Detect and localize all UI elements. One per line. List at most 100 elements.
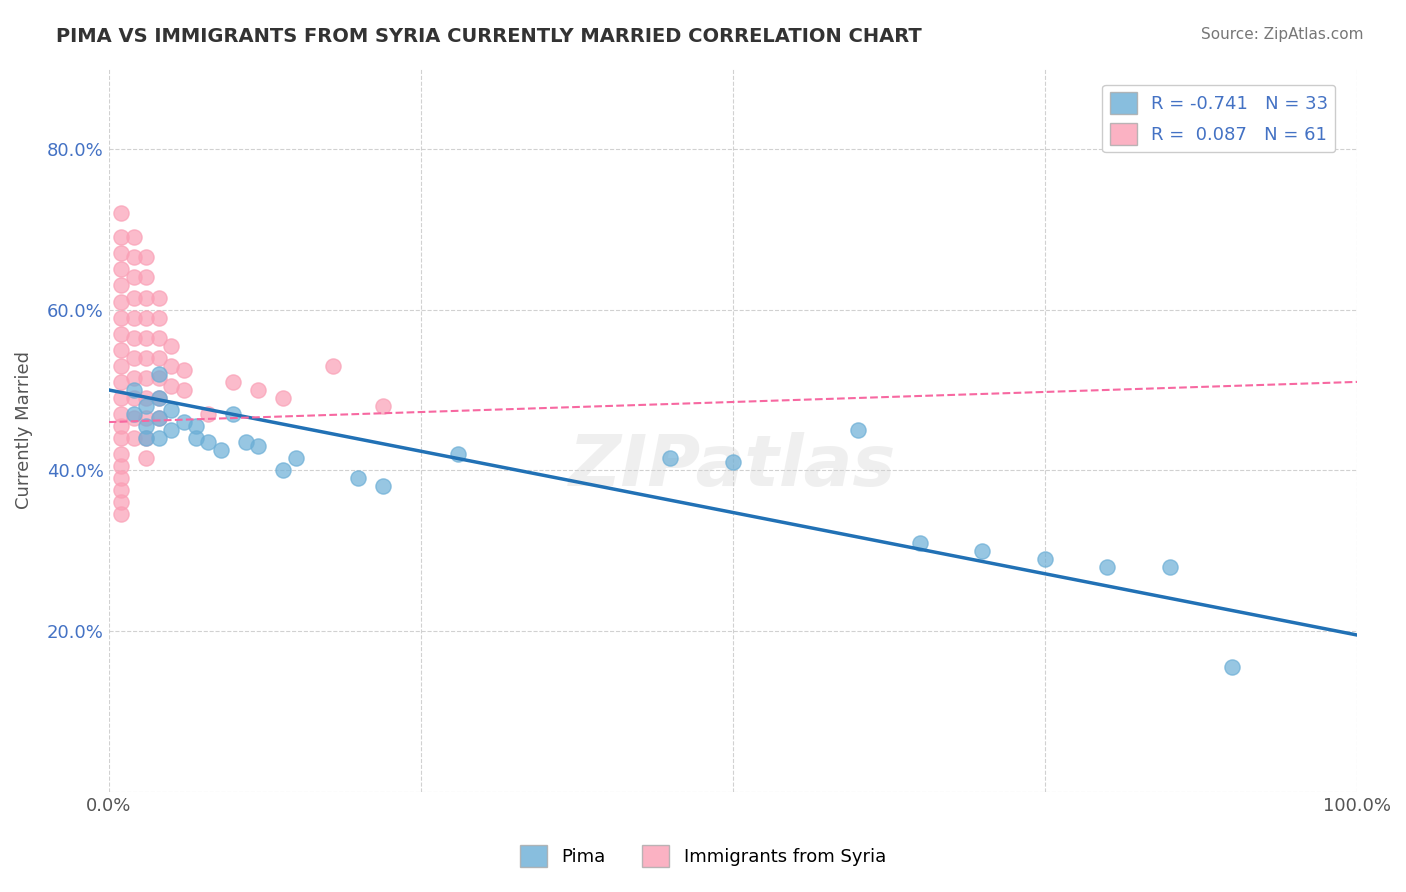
Point	[247, 439, 270, 453]
Point	[148, 351, 170, 365]
Point	[135, 431, 157, 445]
Point	[721, 455, 744, 469]
Point	[209, 443, 232, 458]
Point	[110, 262, 132, 277]
Point	[148, 391, 170, 405]
Point	[322, 359, 344, 373]
Legend: Pima, Immigrants from Syria: Pima, Immigrants from Syria	[513, 838, 893, 874]
Point	[135, 331, 157, 345]
Point	[373, 479, 395, 493]
Point	[135, 419, 157, 434]
Point	[122, 291, 145, 305]
Point	[197, 435, 219, 450]
Point	[148, 411, 170, 425]
Point	[122, 383, 145, 397]
Point	[110, 310, 132, 325]
Point	[284, 451, 307, 466]
Point	[122, 391, 145, 405]
Point	[160, 359, 183, 373]
Point	[273, 463, 295, 477]
Point	[135, 251, 157, 265]
Point	[347, 471, 370, 485]
Point	[122, 407, 145, 421]
Point	[160, 403, 183, 417]
Point	[135, 451, 157, 466]
Point	[122, 371, 145, 385]
Point	[184, 419, 207, 434]
Legend: R = -0.741   N = 33, R =  0.087   N = 61: R = -0.741 N = 33, R = 0.087 N = 61	[1102, 85, 1336, 153]
Point	[135, 411, 157, 425]
Point	[110, 343, 132, 357]
Point	[222, 407, 245, 421]
Point	[273, 391, 295, 405]
Point	[135, 310, 157, 325]
Point	[135, 399, 157, 413]
Point	[110, 459, 132, 474]
Point	[173, 363, 195, 377]
Point	[148, 367, 170, 381]
Point	[235, 435, 257, 450]
Point	[110, 278, 132, 293]
Point	[110, 407, 132, 421]
Point	[148, 411, 170, 425]
Point	[846, 423, 869, 437]
Point	[110, 391, 132, 405]
Point	[122, 230, 145, 244]
Point	[247, 383, 270, 397]
Point	[148, 291, 170, 305]
Point	[222, 375, 245, 389]
Point	[110, 246, 132, 260]
Point	[110, 294, 132, 309]
Point	[110, 206, 132, 220]
Point	[447, 447, 470, 461]
Point	[110, 419, 132, 434]
Point	[197, 407, 219, 421]
Point	[1159, 559, 1181, 574]
Point	[110, 326, 132, 341]
Point	[110, 359, 132, 373]
Point	[110, 431, 132, 445]
Point	[184, 431, 207, 445]
Point	[1033, 551, 1056, 566]
Point	[110, 495, 132, 509]
Point	[110, 230, 132, 244]
Point	[148, 331, 170, 345]
Point	[135, 270, 157, 285]
Point	[135, 391, 157, 405]
Point	[122, 310, 145, 325]
Point	[173, 415, 195, 429]
Point	[160, 379, 183, 393]
Point	[110, 447, 132, 461]
Point	[148, 310, 170, 325]
Point	[122, 431, 145, 445]
Point	[173, 383, 195, 397]
Point	[135, 291, 157, 305]
Point	[122, 270, 145, 285]
Point	[908, 535, 931, 549]
Point	[160, 339, 183, 353]
Point	[122, 411, 145, 425]
Point	[122, 331, 145, 345]
Point	[122, 351, 145, 365]
Point	[1220, 660, 1243, 674]
Point	[659, 451, 682, 466]
Point	[148, 431, 170, 445]
Point	[122, 251, 145, 265]
Point	[135, 371, 157, 385]
Point	[110, 471, 132, 485]
Point	[110, 508, 132, 522]
Point	[972, 543, 994, 558]
Point	[148, 371, 170, 385]
Point	[135, 431, 157, 445]
Point	[110, 375, 132, 389]
Point	[1097, 559, 1119, 574]
Point	[373, 399, 395, 413]
Text: Source: ZipAtlas.com: Source: ZipAtlas.com	[1201, 27, 1364, 42]
Text: PIMA VS IMMIGRANTS FROM SYRIA CURRENTLY MARRIED CORRELATION CHART: PIMA VS IMMIGRANTS FROM SYRIA CURRENTLY …	[56, 27, 922, 45]
Point	[160, 423, 183, 437]
Point	[148, 391, 170, 405]
Point	[110, 483, 132, 498]
Point	[135, 351, 157, 365]
Text: ZIPatlas: ZIPatlas	[569, 432, 897, 500]
Y-axis label: Currently Married: Currently Married	[15, 351, 32, 509]
